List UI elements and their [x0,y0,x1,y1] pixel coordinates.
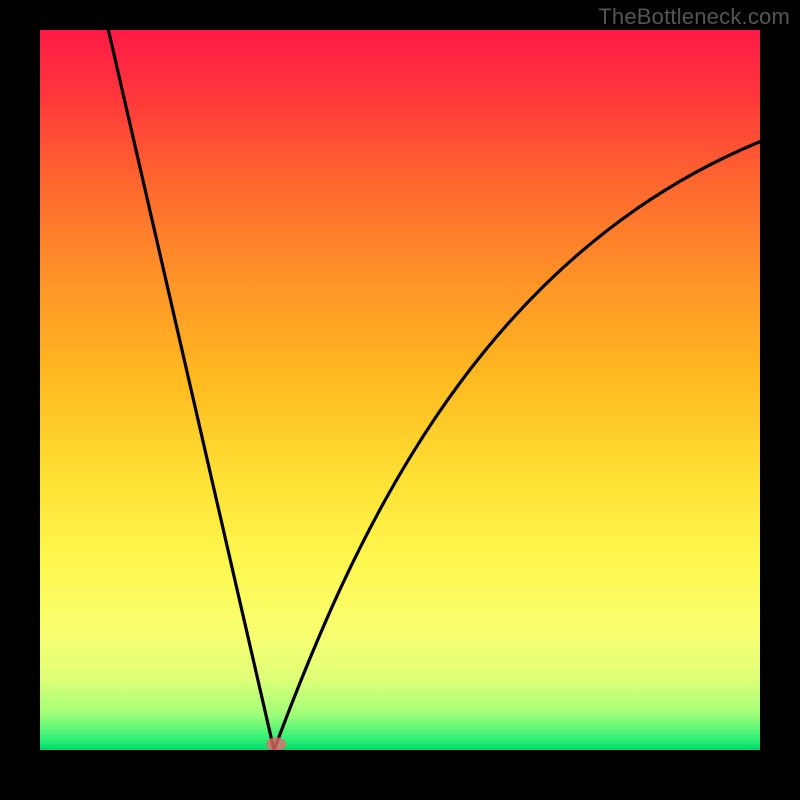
trough-marker [266,737,286,751]
bottleneck-chart [0,0,800,800]
gradient-background [40,30,760,750]
watermark-text: TheBottleneck.com [598,4,790,30]
chart-container: TheBottleneck.com [0,0,800,800]
